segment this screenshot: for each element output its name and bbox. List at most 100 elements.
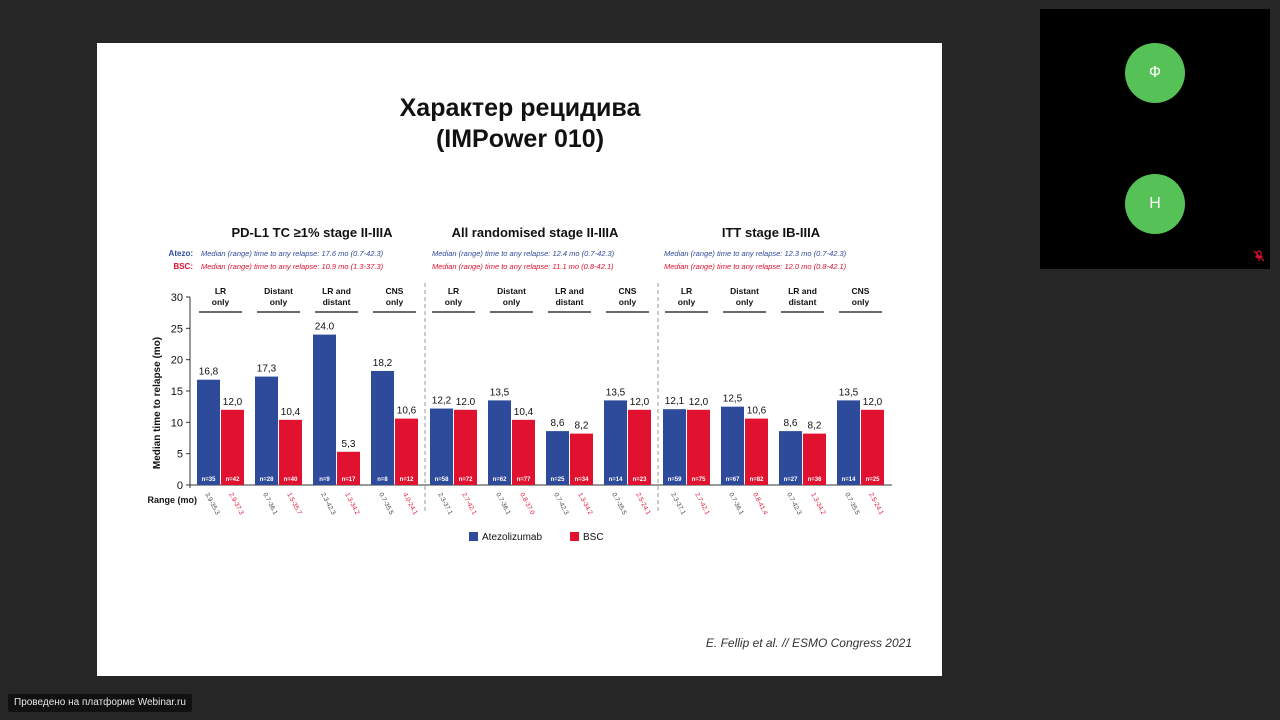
panel-title: ITT stage IB-IIIA (722, 225, 821, 240)
range-atezo: 0.7-42.3 (552, 492, 570, 517)
atezo-relapse-note: Median (range) time to any relapse: 12.4… (432, 249, 615, 258)
range-atezo: 0.7-35.5 (377, 492, 395, 517)
y-tick-label: 25 (171, 323, 183, 335)
bar-value-label: 12,0 (863, 397, 883, 408)
bar-n-label: n=25 (866, 477, 881, 483)
range-atezo: 0.7-36.1 (261, 492, 279, 517)
atezo-relapse-note: Median (range) time to any relapse: 12.3… (664, 249, 847, 258)
group-label: Distant (730, 286, 759, 296)
legend-bsc-label: BSC (583, 532, 604, 543)
y-tick-label: 30 (171, 292, 183, 304)
range-atezo: 2.3-37.1 (669, 492, 687, 517)
bar-value-label: 12,0 (689, 397, 709, 408)
panel-title: All randomised stage II-IIIA (452, 225, 619, 240)
range-atezo: 0.7-35.5 (843, 492, 861, 517)
bar-bsc (512, 419, 535, 485)
range-bsc: 4.0-24.1 (401, 492, 419, 517)
bar-value-label: 8,6 (551, 418, 565, 429)
bar-n-label: n=14 (842, 477, 857, 483)
group-label: CNS (852, 286, 870, 296)
participants-panel: Ф Н (1040, 9, 1270, 269)
bar-value-label: 24.0 (315, 322, 335, 333)
bar-value-label: 17,3 (257, 364, 277, 375)
group-label: only (503, 297, 521, 307)
atezo-relapse-note: Median (range) time to any relapse: 17.6… (201, 249, 384, 258)
bar-n-label: n=77 (517, 477, 532, 483)
bar-n-label: n=67 (726, 477, 741, 483)
bar-value-label: 10,6 (397, 406, 417, 417)
group-label: CNS (386, 286, 404, 296)
bar-bsc (221, 409, 244, 485)
bar-atezolizumab (197, 379, 220, 485)
participant-avatar[interactable]: Ф (1125, 43, 1185, 103)
bar-bsc (570, 433, 593, 485)
group-label: LR (215, 286, 226, 296)
group-label: distant (323, 297, 351, 307)
bar-value-label: 5,3 (342, 439, 356, 450)
range-atezo: 0.7-42.3 (785, 492, 803, 517)
bar-bsc (861, 409, 884, 485)
relapse-chart: Характер рецидива (IMPower 010) Atezo: B… (148, 94, 913, 650)
y-tick-label: 15 (171, 386, 183, 398)
group-label: only (852, 297, 870, 307)
range-atezo: 0.7-36.1 (727, 492, 745, 517)
bar-value-label: 18,2 (373, 358, 393, 369)
bar-atezolizumab (604, 400, 627, 485)
bar-n-label: n=72 (459, 477, 474, 483)
bar-n-label: n=14 (609, 477, 624, 483)
bar-bsc (628, 409, 651, 485)
y-axis-label: Median time to relapse (mo) (152, 337, 163, 469)
bar-atezolizumab (430, 408, 453, 485)
bar-n-label: n=42 (226, 477, 241, 483)
bar-n-label: n=40 (284, 477, 299, 483)
bar-atezolizumab (546, 431, 569, 485)
bar-n-label: n=17 (342, 477, 357, 483)
bar-value-label: 12,1 (665, 396, 685, 407)
bar-value-label: 8,2 (575, 421, 589, 432)
bar-value-label: 13,5 (839, 387, 859, 398)
bsc-relapse-note: Median (range) time to any relapse: 11.1… (432, 262, 614, 271)
range-bsc: 2.5-24.1 (867, 492, 885, 517)
group-label: distant (789, 297, 817, 307)
bar-n-label: n=23 (633, 477, 648, 483)
slide-title-line1: Характер рецидива (400, 94, 642, 122)
bar-n-label: n=25 (551, 477, 566, 483)
range-atezo: 0.7-36.1 (494, 492, 512, 517)
y-tick-label: 10 (171, 417, 183, 429)
bar-atezolizumab (371, 370, 394, 485)
atezo-note-label: Atezo: (169, 249, 193, 258)
range-row-label: Range (mo) (148, 495, 198, 505)
bsc-note-label: BSC: (173, 262, 193, 271)
range-bsc: 2.5-24.1 (634, 492, 652, 517)
bsc-relapse-note: Median (range) time to any relapse: 10.9… (201, 262, 384, 271)
mic-muted-icon[interactable] (1253, 250, 1265, 262)
bar-value-label: 12,2 (432, 396, 452, 407)
range-atezo: 3.9-35.3 (203, 492, 221, 517)
range-bsc: 1.5-35.7 (285, 492, 303, 517)
bar-value-label: 10,4 (281, 407, 301, 418)
bar-bsc (279, 419, 302, 485)
bar-n-label: n=12 (400, 477, 415, 483)
legend-atezo-label: Atezolizumab (482, 532, 542, 543)
group-label: LR (448, 286, 459, 296)
slide-title-line2: (IMPower 010) (436, 125, 604, 153)
legend-bsc-swatch (570, 532, 579, 541)
bar-n-label: n=82 (750, 477, 765, 483)
bar-atezolizumab (663, 409, 686, 485)
participant-avatar[interactable]: Н (1125, 174, 1185, 234)
group-label: LR (681, 286, 692, 296)
range-atezo: 2.3-42.3 (319, 492, 337, 517)
y-tick-label: 5 (177, 449, 183, 461)
bar-value-label: 12,5 (723, 394, 743, 405)
bar-bsc (687, 409, 710, 485)
range-bsc: 0.8-41.4 (751, 492, 769, 517)
bar-bsc (337, 451, 360, 485)
group-label: only (445, 297, 463, 307)
group-label: only (386, 297, 404, 307)
group-label: Distant (497, 286, 526, 296)
participant-initial: Ф (1148, 64, 1162, 81)
group-label: only (678, 297, 696, 307)
group-label: only (736, 297, 754, 307)
range-bsc: 2.7-42.1 (460, 492, 478, 517)
panel-title: PD-L1 TC ≥1% stage II-IIIA (232, 225, 394, 240)
